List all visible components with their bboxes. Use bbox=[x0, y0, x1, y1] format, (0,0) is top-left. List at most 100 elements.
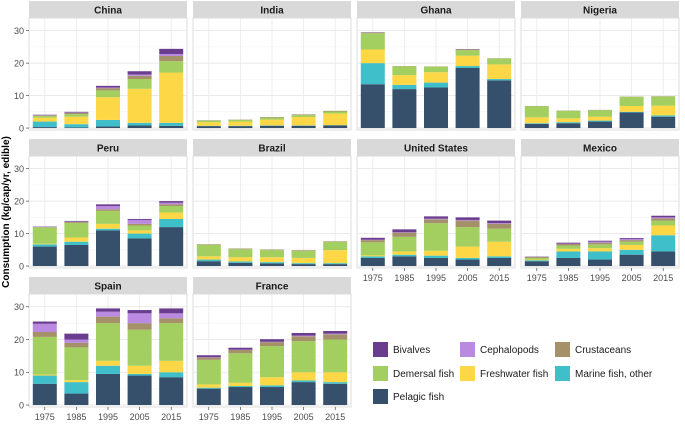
bar-china-2015-bivalves bbox=[159, 49, 183, 54]
bar-spain-1985-freshwater-fish bbox=[64, 380, 88, 382]
bar-india-1995-crustaceans bbox=[260, 117, 284, 118]
bar-mexico-1995-freshwater-fish bbox=[588, 248, 612, 251]
bar-peru-2005-pelagic-fish bbox=[128, 238, 152, 266]
bar-mexico-2005-bivalves bbox=[620, 238, 644, 239]
bar-china-1985-bivalves bbox=[64, 112, 88, 113]
bar-ghana-1975-freshwater-fish bbox=[361, 49, 385, 63]
bar-ghana-2015-demersal-fish bbox=[487, 59, 511, 65]
bar-united-states-2005-freshwater-fish bbox=[456, 247, 480, 258]
bar-mexico-2015-marine-fish-other bbox=[651, 235, 675, 251]
bar-spain-1975-cephalopods bbox=[33, 324, 57, 332]
bar-united-states-2005-demersal-fish bbox=[456, 227, 480, 246]
y-tick-label-spain: 20 bbox=[14, 335, 24, 345]
bar-brazil-2015-marine-fish-other bbox=[323, 263, 347, 264]
y-tick-label-spain: 30 bbox=[14, 302, 24, 312]
bar-spain-1995-demersal-fish bbox=[96, 323, 120, 361]
bar-spain-1995-marine-fish-other bbox=[96, 366, 120, 374]
bar-united-states-1975-freshwater-fish bbox=[361, 255, 385, 256]
bar-china-1975-freshwater-fish bbox=[33, 118, 57, 122]
bar-mexico-1985-marine-fish-other bbox=[556, 251, 580, 257]
bar-china-1995-bivalves bbox=[96, 86, 120, 88]
bar-india-2015-demersal-fish bbox=[323, 111, 347, 113]
bar-united-states-1985-pelagic-fish bbox=[392, 256, 416, 266]
bar-mexico-2005-crustaceans bbox=[620, 240, 644, 242]
y-tick-label-china: 0 bbox=[19, 123, 24, 133]
bar-france-1995-marine-fish-other bbox=[260, 385, 284, 387]
bar-ghana-1995-pelagic-fish bbox=[424, 87, 448, 128]
bar-peru-2005-marine-fish-other bbox=[128, 234, 152, 239]
bar-spain-1985-pelagic-fish bbox=[64, 394, 88, 405]
bar-brazil-1985-marine-fish-other bbox=[228, 262, 252, 263]
bar-india-2015-crustaceans bbox=[323, 111, 347, 112]
bar-united-states-2015-pelagic-fish bbox=[487, 258, 511, 266]
bar-ghana-2015-freshwater-fish bbox=[487, 64, 511, 79]
bar-nigeria-1975-demersal-fish bbox=[525, 106, 549, 117]
panel-title-nigeria: Nigeria bbox=[583, 6, 617, 17]
bar-ghana-2015-pelagic-fish bbox=[487, 80, 511, 128]
bar-united-states-1995-pelagic-fish bbox=[424, 258, 448, 266]
bar-ghana-2005-demersal-fish bbox=[456, 50, 480, 56]
bar-france-1995-bivalves bbox=[260, 339, 284, 342]
bar-india-1985-demersal-fish bbox=[228, 120, 252, 122]
bar-mexico-1975-freshwater-fish bbox=[525, 260, 549, 261]
bar-united-states-1985-crustaceans bbox=[392, 233, 416, 237]
bar-china-1995-freshwater-fish bbox=[96, 97, 120, 120]
bar-india-1995-freshwater-fish bbox=[260, 120, 284, 126]
bar-france-2005-marine-fish-other bbox=[292, 380, 316, 382]
y-tick-label-spain: 0 bbox=[19, 400, 24, 410]
bar-mexico-1995-crustaceans bbox=[588, 243, 612, 245]
bar-mexico-1995-cephalopods bbox=[588, 242, 612, 243]
x-tick-label-united-states: 2015 bbox=[489, 273, 509, 283]
y-tick-label-peru: 30 bbox=[14, 164, 24, 174]
bar-united-states-2015-crustaceans bbox=[487, 224, 511, 229]
bar-united-states-1995-marine-fish-other bbox=[424, 256, 448, 258]
bar-brazil-1975-demersal-fish bbox=[197, 245, 221, 256]
bar-france-1975-crustaceans bbox=[197, 358, 221, 360]
legend-swatch-pelagic-fish bbox=[373, 389, 388, 404]
bar-spain-1975-demersal-fish bbox=[33, 337, 57, 375]
bar-china-2015-crustaceans bbox=[159, 56, 183, 61]
bar-nigeria-1985-freshwater-fish bbox=[556, 118, 580, 122]
bar-mexico-2015-cephalopods bbox=[651, 217, 675, 218]
bar-brazil-1975-pelagic-fish bbox=[197, 261, 221, 266]
bar-france-1985-crustaceans bbox=[228, 350, 252, 353]
bar-france-1995-demersal-fish bbox=[260, 346, 284, 377]
bar-india-2005-freshwater-fish bbox=[292, 117, 316, 125]
bar-peru-2005-cephalopods bbox=[128, 220, 152, 224]
bar-france-1975-demersal-fish bbox=[197, 360, 221, 385]
bar-brazil-2015-pelagic-fish bbox=[323, 264, 347, 266]
bar-peru-1995-cephalopods bbox=[96, 206, 120, 209]
bar-mexico-2015-freshwater-fish bbox=[651, 225, 675, 235]
bar-spain-1995-cephalopods bbox=[96, 312, 120, 317]
bar-peru-2015-bivalves bbox=[159, 201, 183, 203]
bar-spain-1995-bivalves bbox=[96, 308, 120, 311]
legend-swatch-bivalves bbox=[373, 342, 388, 357]
bar-nigeria-2015-pelagic-fish bbox=[651, 117, 675, 128]
bar-brazil-2015-freshwater-fish bbox=[323, 250, 347, 263]
bar-spain-2005-pelagic-fish bbox=[128, 376, 152, 405]
bar-peru-1985-marine-fish-other bbox=[64, 242, 88, 245]
bar-india-1985-freshwater-fish bbox=[228, 122, 252, 126]
bar-united-states-1985-demersal-fish bbox=[392, 237, 416, 252]
bar-united-states-2005-crustaceans bbox=[456, 221, 480, 227]
bar-mexico-1975-pelagic-fish bbox=[525, 261, 549, 266]
bar-brazil-1995-freshwater-fish bbox=[260, 257, 284, 262]
bar-china-1985-demersal-fish bbox=[64, 114, 88, 117]
bar-united-states-2015-marine-fish-other bbox=[487, 256, 511, 258]
bar-brazil-2015-crustaceans bbox=[323, 241, 347, 242]
panel-title-india: India bbox=[260, 6, 284, 17]
x-tick-label-mexico: 2015 bbox=[653, 273, 673, 283]
bar-united-states-1995-freshwater-fish bbox=[424, 251, 448, 256]
bar-mexico-2005-pelagic-fish bbox=[620, 255, 644, 266]
bar-spain-1975-bivalves bbox=[33, 322, 57, 324]
bar-united-states-1975-bivalves bbox=[361, 238, 385, 240]
bar-peru-2015-cephalopods bbox=[159, 203, 183, 205]
bar-nigeria-1995-demersal-fish bbox=[588, 110, 612, 116]
bar-china-1975-marine-fish-other bbox=[33, 122, 57, 128]
bar-united-states-2005-marine-fish-other bbox=[456, 258, 480, 260]
bar-spain-2015-cephalopods bbox=[159, 313, 183, 318]
x-tick-label-mexico: 2005 bbox=[622, 273, 642, 283]
bar-ghana-1975-crustaceans bbox=[361, 33, 385, 34]
bar-nigeria-2015-demersal-fish bbox=[651, 97, 675, 106]
